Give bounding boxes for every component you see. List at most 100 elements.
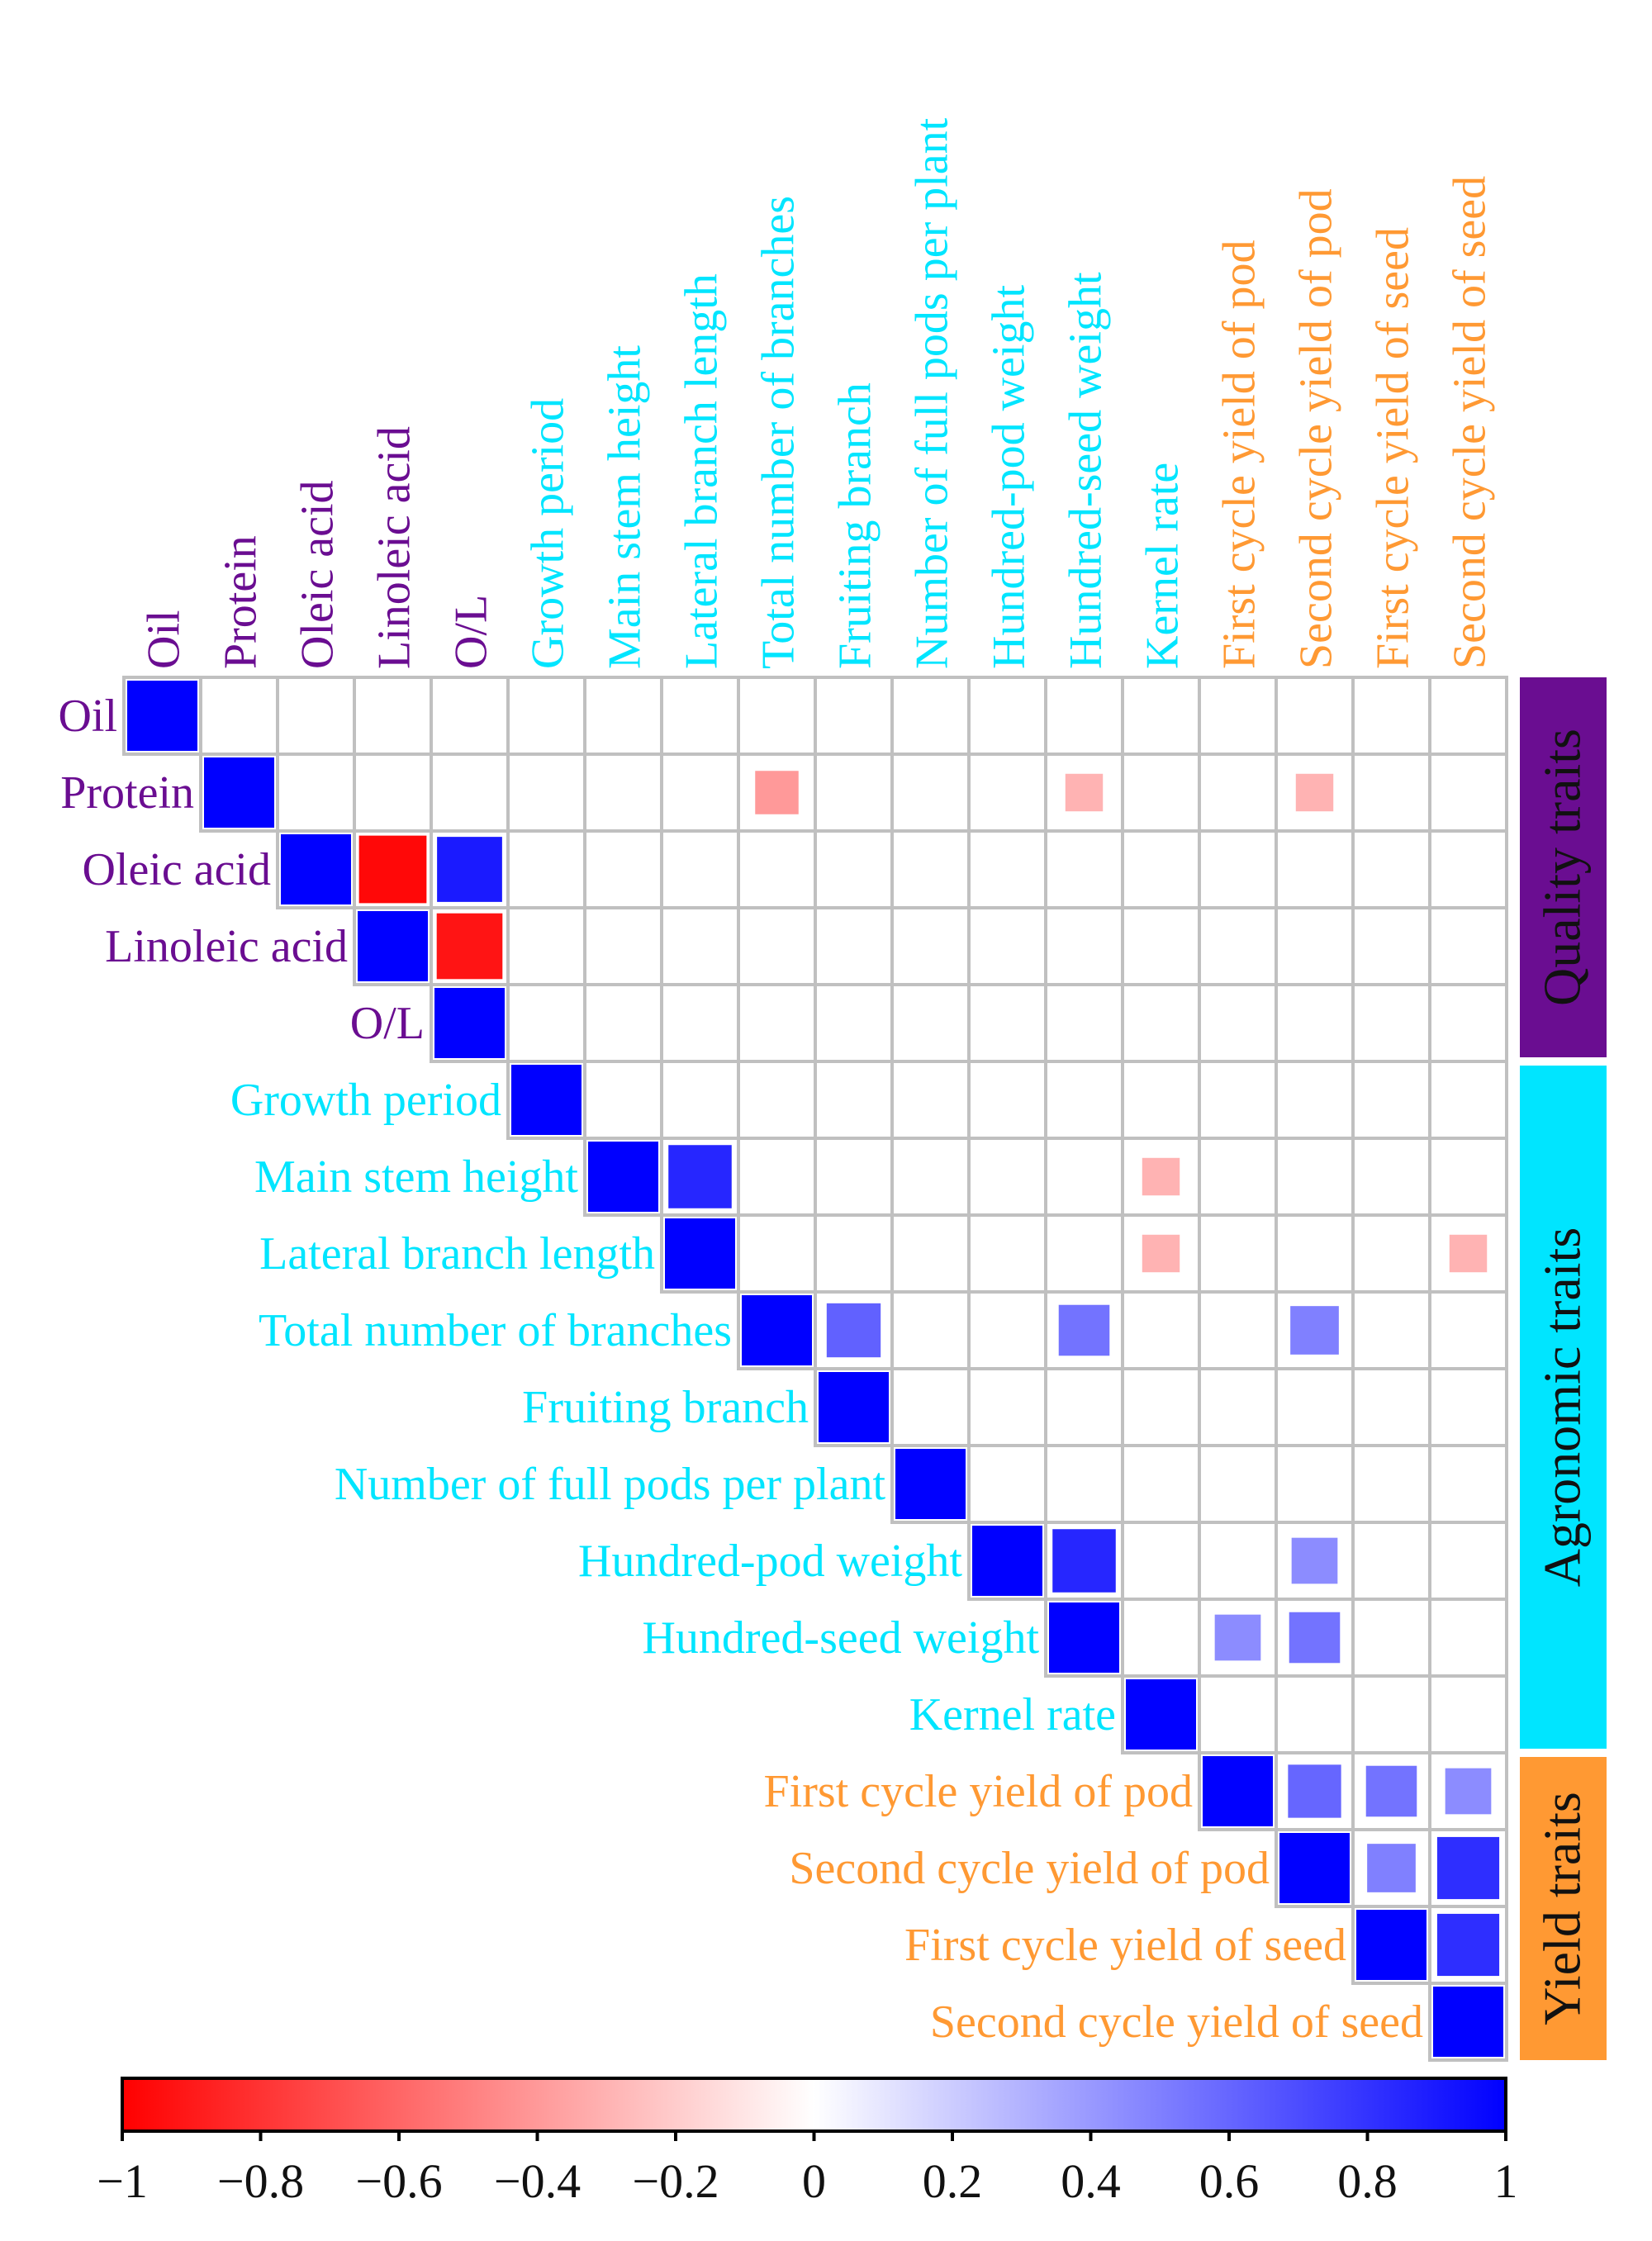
corr-mark-8-9 bbox=[826, 1303, 881, 1358]
grid-cell-4-15 bbox=[1275, 983, 1355, 1063]
row-label-growth-period: Growth period bbox=[230, 1075, 501, 1126]
grid-cell-0-2 bbox=[276, 676, 356, 756]
grid-cell-13-16 bbox=[1351, 1674, 1431, 1754]
group-bar-agronomic bbox=[1520, 1066, 1607, 1749]
grid-cell-2-17 bbox=[1428, 829, 1508, 909]
grid-cell-2-10 bbox=[890, 829, 971, 909]
grid-cell-8-10 bbox=[890, 1290, 971, 1370]
corr-mark-16-17 bbox=[1436, 1913, 1500, 1977]
col-label-lateral-branch-length: Lateral branch length bbox=[676, 273, 728, 669]
corr-mark-11-11 bbox=[972, 1526, 1042, 1596]
grid-cell-9-16 bbox=[1351, 1367, 1431, 1447]
col-label-first-cycle-yield-of-pod: First cycle yield of pod bbox=[1214, 240, 1265, 669]
grid-cell-1-7 bbox=[660, 753, 740, 833]
corr-mark-2-4 bbox=[437, 837, 502, 902]
grid-cell-7-12 bbox=[1044, 1213, 1124, 1294]
grid-cell-10-14 bbox=[1198, 1444, 1278, 1524]
group-bar-yield bbox=[1520, 1757, 1607, 2060]
grid-cell-12-17 bbox=[1428, 1598, 1508, 1678]
grid-cell-3-15 bbox=[1275, 906, 1355, 986]
corr-mark-15-17 bbox=[1436, 1836, 1500, 1900]
grid-cell-7-14 bbox=[1198, 1213, 1278, 1294]
grid-cell-8-13 bbox=[1121, 1290, 1201, 1370]
grid-cell-8-14 bbox=[1198, 1290, 1278, 1370]
grid-cell-13-17 bbox=[1428, 1674, 1508, 1754]
col-label-oleic-acid: Oleic acid bbox=[292, 480, 344, 669]
grid-cell-5-11 bbox=[967, 1060, 1047, 1140]
grid-cell-2-15 bbox=[1275, 829, 1355, 909]
col-label-linoleic-acid: Linoleic acid bbox=[369, 426, 420, 669]
corr-mark-8-12 bbox=[1058, 1304, 1110, 1356]
grid-cell-2-12 bbox=[1044, 829, 1124, 909]
row-label-lateral-branch-length: Lateral branch length bbox=[259, 1228, 655, 1280]
grid-cell-2-6 bbox=[583, 829, 663, 909]
grid-cell-7-16 bbox=[1351, 1213, 1431, 1294]
grid-cell-2-7 bbox=[660, 829, 740, 909]
row-label-number-of-full-pods-per-plant: Number of full pods per plant bbox=[335, 1459, 886, 1510]
colorbar-tick-label: −0.2 bbox=[632, 2154, 719, 2208]
grid-cell-3-12 bbox=[1044, 906, 1124, 986]
grid-cell-10-15 bbox=[1275, 1444, 1355, 1524]
colorbar-tick-label: 0 bbox=[802, 2154, 826, 2208]
grid-cell-5-16 bbox=[1351, 1060, 1431, 1140]
grid-cell-4-11 bbox=[967, 983, 1047, 1063]
grid-cell-5-13 bbox=[1121, 1060, 1201, 1140]
grid-cell-6-8 bbox=[737, 1137, 817, 1217]
grid-cell-11-13 bbox=[1121, 1521, 1201, 1601]
colorbar-tick-label: 1 bbox=[1494, 2154, 1518, 2208]
colorbar-tick-label: −1 bbox=[97, 2154, 148, 2208]
colorbar-tick-label: −0.6 bbox=[355, 2154, 442, 2208]
grid-cell-10-13 bbox=[1121, 1444, 1201, 1524]
grid-cell-0-9 bbox=[814, 676, 894, 756]
corr-mark-14-15 bbox=[1288, 1764, 1341, 1818]
row-label-oleic-acid: Oleic acid bbox=[82, 844, 271, 895]
grid-cell-0-1 bbox=[199, 676, 279, 756]
grid-cell-4-16 bbox=[1351, 983, 1431, 1063]
grid-cell-1-9 bbox=[814, 753, 894, 833]
corr-mark-9-9 bbox=[819, 1372, 889, 1442]
grid-cell-0-17 bbox=[1428, 676, 1508, 756]
corr-mark-12-15 bbox=[1289, 1612, 1341, 1664]
corr-mark-10-10 bbox=[895, 1449, 966, 1519]
group-bar-quality bbox=[1520, 677, 1607, 1057]
col-label-second-cycle-yield-of-seed: Second cycle yield of seed bbox=[1445, 176, 1496, 669]
col-label-hundred-seed-weight: Hundred-seed weight bbox=[1061, 272, 1112, 669]
grid-cell-9-12 bbox=[1044, 1367, 1124, 1447]
grid-cell-3-6 bbox=[583, 906, 663, 986]
corr-mark-1-1 bbox=[204, 757, 274, 828]
row-label-kernel-rate: Kernel rate bbox=[909, 1689, 1116, 1740]
grid-cell-0-4 bbox=[430, 676, 510, 756]
grid-cell-5-15 bbox=[1275, 1060, 1355, 1140]
row-label-main-stem-height: Main stem height bbox=[254, 1151, 578, 1203]
corr-mark-5-5 bbox=[511, 1065, 582, 1135]
grid-cell-11-14 bbox=[1198, 1521, 1278, 1601]
grid-cell-0-7 bbox=[660, 676, 740, 756]
grid-cell-4-8 bbox=[737, 983, 817, 1063]
colorbar: −1 −0.8 −0.6 −0.4 −0.2 0 0.2 0.4 0.6 0.8 1 bbox=[97, 2077, 1518, 2208]
corr-mark-7-7 bbox=[665, 1218, 735, 1289]
colorbar-tick-label: 0.8 bbox=[1337, 2154, 1398, 2208]
grid-cell-12-16 bbox=[1351, 1598, 1431, 1678]
corr-mark-14-16 bbox=[1365, 1765, 1417, 1817]
col-label-total-number-of-branches: Total number of branches bbox=[753, 196, 805, 669]
grid-cell-5-12 bbox=[1044, 1060, 1124, 1140]
grid-cell-3-16 bbox=[1351, 906, 1431, 986]
corr-mark-13-13 bbox=[1126, 1679, 1196, 1750]
grid-cell-8-17 bbox=[1428, 1290, 1508, 1370]
grid-cell-11-16 bbox=[1351, 1521, 1431, 1601]
grid-cell-6-11 bbox=[967, 1137, 1047, 1217]
row-label-first-cycle-yield-of-seed: First cycle yield of seed bbox=[904, 1920, 1346, 1971]
grid-cell-9-11 bbox=[967, 1367, 1047, 1447]
grid-cell-0-14 bbox=[1198, 676, 1278, 756]
row-label-linoleic-acid: Linoleic acid bbox=[105, 921, 348, 972]
grid-cell-3-7 bbox=[660, 906, 740, 986]
grid-cell-1-2 bbox=[276, 753, 356, 833]
grid-cell-7-8 bbox=[737, 1213, 817, 1294]
corr-mark-14-17 bbox=[1445, 1768, 1492, 1815]
row-label-second-cycle-yield-of-seed: Second cycle yield of seed bbox=[930, 1996, 1423, 2048]
column-labels: Oil Protein Oleic acid Linoleic acid O/L Grow… bbox=[139, 117, 1496, 669]
corr-mark-8-8 bbox=[742, 1295, 812, 1365]
grid-cell-2-5 bbox=[506, 829, 586, 909]
grid-cell-1-14 bbox=[1198, 753, 1278, 833]
